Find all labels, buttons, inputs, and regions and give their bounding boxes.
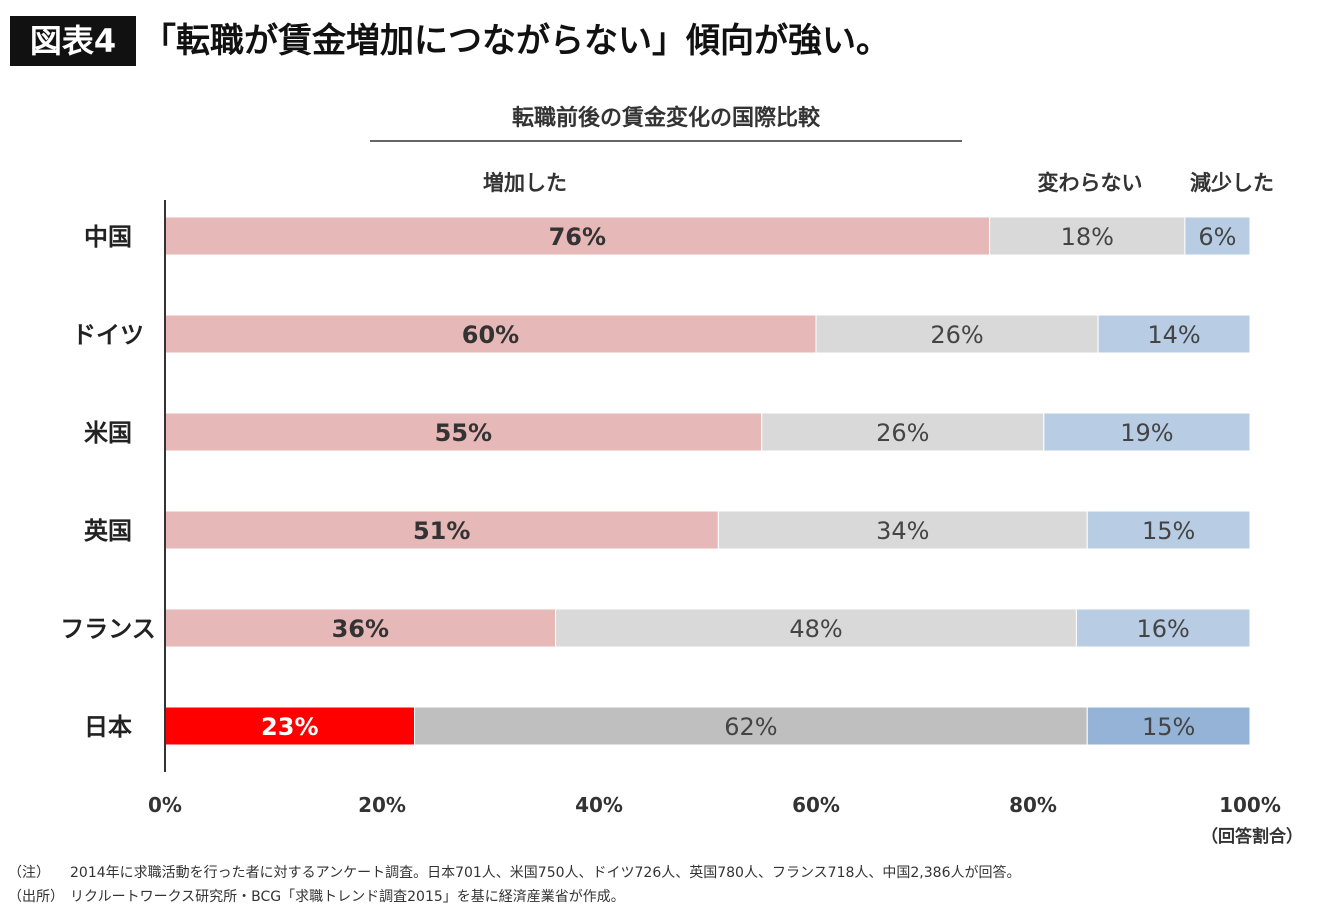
bar-segment — [761, 412, 1045, 452]
data-label: 23% — [261, 713, 318, 741]
note-label: （注） — [8, 865, 50, 881]
bar-segment — [1086, 510, 1251, 550]
bar-segment — [164, 412, 763, 452]
bar-segment — [164, 510, 719, 550]
data-label: 36% — [332, 615, 389, 643]
category-label: 日本 — [84, 713, 132, 741]
bar-segment — [815, 314, 1099, 354]
headline: 「転職が賃金増加につながらない」傾向が強い。 — [142, 21, 890, 61]
source-label: （出所） — [8, 889, 64, 905]
data-label: 15% — [1142, 517, 1195, 545]
bar-segment — [1075, 608, 1251, 648]
data-label: 26% — [876, 419, 929, 447]
x-tick-label: 100% — [1219, 793, 1281, 817]
bar-segment — [1043, 412, 1251, 452]
category-label: 米国 — [84, 419, 132, 447]
footnote-note: （注） 2014年に求職活動を行った者に対するアンケート調査。日本701人、米国7… — [8, 862, 1020, 882]
legend-label: 増加した — [483, 171, 567, 195]
x-tick-label: 20% — [358, 793, 406, 817]
data-label: 34% — [876, 517, 929, 545]
footnote-source: （出所） リクルートワークス研究所・BCG「求職トレンド調査2015」を基に経済産… — [8, 886, 625, 906]
data-label: 55% — [435, 419, 492, 447]
data-label: 6% — [1198, 223, 1236, 251]
bar-segment — [1097, 314, 1251, 354]
bar-segment — [555, 608, 1077, 648]
data-label: 62% — [724, 713, 777, 741]
bar-segment — [164, 216, 991, 256]
data-label: 48% — [789, 615, 842, 643]
bar-segment — [164, 706, 416, 746]
data-label: 19% — [1120, 419, 1173, 447]
x-tick-label: 80% — [1009, 793, 1057, 817]
bar-segment — [164, 608, 557, 648]
category-label: ドイツ — [72, 321, 144, 349]
legend-label: 変わらない — [1038, 171, 1143, 195]
category-label: 英国 — [84, 517, 132, 545]
x-axis-label: （回答割合） — [1201, 826, 1303, 847]
data-label: 15% — [1142, 713, 1195, 741]
bar-segment — [717, 510, 1088, 550]
x-tick-label: 0% — [148, 793, 182, 817]
category-label: フランス — [60, 615, 156, 643]
data-label: 16% — [1137, 615, 1190, 643]
bar-segment — [1086, 706, 1251, 746]
source-text: リクルートワークス研究所・BCG「求職トレンド調査2015」を基に経済産業省が作… — [70, 889, 625, 905]
data-label: 76% — [549, 223, 606, 251]
legend-label: 減少した — [1190, 171, 1274, 195]
note-text: 2014年に求職活動を行った者に対するアンケート調査。日本701人、米国750人… — [70, 865, 1021, 881]
bar-segment — [1184, 216, 1251, 256]
x-tick-label: 40% — [575, 793, 623, 817]
figure-badge: 図表4 — [10, 16, 136, 66]
data-label: 18% — [1061, 223, 1114, 251]
title-underline — [370, 140, 962, 142]
category-label: 中国 — [84, 223, 132, 251]
data-label: 60% — [462, 321, 519, 349]
bar-segment — [414, 706, 1088, 746]
x-tick-label: 60% — [792, 793, 840, 817]
data-label: 14% — [1147, 321, 1200, 349]
chart-title: 転職前後の賃金変化の国際比較 — [511, 106, 820, 131]
data-label: 51% — [413, 517, 470, 545]
data-label: 26% — [930, 321, 983, 349]
